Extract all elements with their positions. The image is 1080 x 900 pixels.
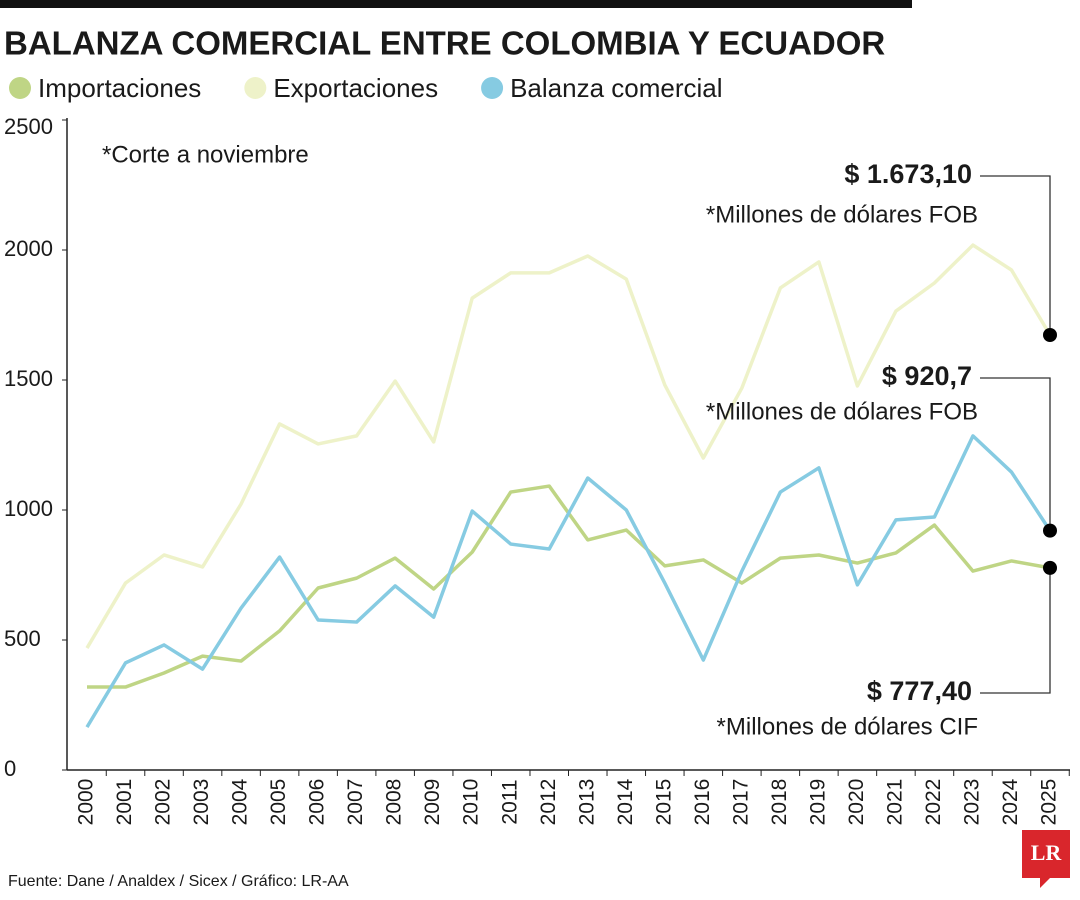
annotation-note: *Millones de dólares FOB [706,201,978,228]
x-tick-label: 2021 [883,779,906,826]
x-tick-label: 2009 [421,779,444,826]
end-point [1043,560,1057,575]
x-tick-label: 2001 [113,779,136,826]
x-tick-label: 2024 [999,778,1022,825]
annotation-connector [980,567,1051,694]
annotation-connector [980,175,1051,335]
legend-swatch [9,77,31,99]
x-tick-label: 2005 [267,779,290,826]
logo: LR [1022,830,1070,888]
y-tick-label: 2000 [4,236,53,261]
logo-box [1022,830,1070,878]
end-point [1043,327,1057,342]
annotation-connector [980,377,1051,531]
annotation-value: $ 777,40 [867,676,972,706]
legend-label: Importaciones [38,73,201,103]
x-tick-label: 2019 [806,779,829,826]
legend-label: Exportaciones [273,73,438,103]
x-tick-label: 2017 [729,779,752,826]
x-tick-label: 2016 [691,779,714,826]
x-tick-label: 2025 [1038,779,1061,826]
y-tick-label: 0 [4,756,16,781]
y-tick-label: 500 [4,626,41,651]
x-tick-label: 2003 [190,779,213,826]
x-tick-label: 2006 [306,779,329,826]
x-tick-label: 2007 [344,779,367,826]
series-line [85,434,1052,729]
x-tick-label: 2004 [229,778,252,825]
x-tick-label: 2002 [152,779,175,826]
legend-label: Balanza comercial [510,73,722,103]
x-tick-label: 2011 [498,779,521,824]
x-tick-label: 2015 [652,779,675,826]
chart-title: BALANZA COMERCIAL ENTRE COLOMBIA Y ECUAD… [4,25,885,62]
top-bar [0,0,912,8]
x-tick-label: 2013 [575,779,598,826]
y-tick-label: 1500 [4,366,53,391]
x-tick-label: 2020 [845,779,868,826]
legend-swatch [244,77,267,99]
x-tick-label: 2000 [75,779,98,826]
x-tick-label: 2008 [383,779,406,826]
y-tick-label: 1000 [4,496,53,521]
annotation-note: *Millones de dólares CIF [717,713,978,740]
legend-swatch [481,77,504,99]
y-tick-label: 2500 [4,114,53,139]
logo-text: LR [1031,840,1063,865]
annotation-note: *Millones de dólares FOB [706,398,978,425]
end-point [1043,523,1057,538]
annotation-value: $ 920,7 [882,361,972,391]
series-line [85,243,1052,649]
x-tick-label: 2022 [922,779,945,826]
x-tick-label: 2018 [768,779,791,826]
x-tick-label: 2023 [961,779,984,826]
logo-tail [1040,878,1050,888]
subtitle: *Corte a noviembre [102,141,309,168]
x-tick-label: 2010 [460,779,483,826]
x-tick-label: 2012 [537,779,560,826]
source: Fuente: Dane / Analdex / Sicex / Gráfico… [8,873,349,890]
annotation-value: $ 1.673,10 [844,159,972,189]
x-tick-label: 2014 [614,778,637,825]
